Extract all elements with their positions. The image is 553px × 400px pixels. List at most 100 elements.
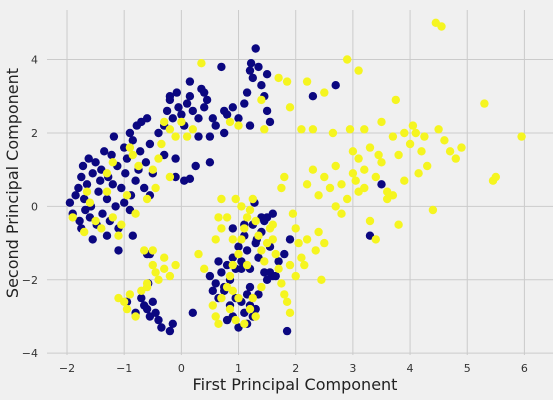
data-point <box>257 95 266 105</box>
data-point <box>228 224 237 233</box>
data-point <box>108 180 118 189</box>
data-point <box>125 128 135 138</box>
data-point <box>388 191 398 200</box>
data-point <box>140 246 149 255</box>
x-tick-label: 0 <box>178 362 185 375</box>
data-point <box>280 172 289 182</box>
data-point <box>234 114 243 123</box>
x-tick-labels: −2 −1 0 1 2 3 4 5 6 <box>59 362 528 375</box>
data-point <box>194 132 203 141</box>
data-point <box>343 194 352 204</box>
data-point <box>151 268 160 277</box>
data-point <box>365 216 375 226</box>
data-point <box>285 260 295 270</box>
data-point <box>109 132 119 141</box>
data-point <box>274 264 283 273</box>
data-point <box>128 231 137 240</box>
data-point <box>234 242 243 251</box>
data-point <box>365 143 375 152</box>
data-point <box>480 99 489 108</box>
data-point <box>108 213 118 222</box>
data-point <box>260 257 269 266</box>
data-point <box>282 77 292 86</box>
data-point <box>102 194 112 204</box>
data-point <box>182 99 192 108</box>
data-point <box>277 183 286 193</box>
data-point <box>257 246 266 255</box>
data-point <box>78 161 88 171</box>
y-tick-label: 4 <box>31 54 38 67</box>
data-point <box>114 246 123 255</box>
data-point <box>240 319 249 328</box>
data-point <box>325 183 335 193</box>
data-point <box>302 77 312 86</box>
data-point <box>177 117 186 127</box>
data-point <box>98 209 107 218</box>
data-point <box>197 59 206 68</box>
data-point <box>217 194 226 204</box>
x-tick-label: 1 <box>235 362 242 375</box>
data-point <box>294 238 303 248</box>
data-point <box>308 165 318 174</box>
data-point <box>65 198 75 207</box>
data-point <box>517 132 526 141</box>
data-point <box>308 125 318 134</box>
data-point <box>262 106 272 116</box>
data-point <box>171 132 180 141</box>
data-point <box>82 180 92 189</box>
data-point <box>228 235 237 244</box>
y-axis-label: Second Principal Component <box>3 68 22 298</box>
data-point <box>217 268 226 277</box>
data-point <box>174 103 183 112</box>
data-point <box>371 235 380 244</box>
data-point <box>320 172 329 182</box>
data-point <box>194 249 203 259</box>
data-point <box>165 92 175 101</box>
data-point <box>142 282 152 292</box>
data-point <box>141 158 151 167</box>
data-point <box>102 169 112 178</box>
data-point <box>234 293 243 303</box>
data-point <box>245 66 255 75</box>
data-point <box>408 121 418 130</box>
data-point <box>191 161 200 171</box>
x-tick-label: 4 <box>407 362 414 375</box>
data-point <box>242 213 252 222</box>
data-point <box>434 125 443 134</box>
data-point <box>320 238 329 248</box>
data-point <box>148 260 157 270</box>
data-point <box>168 114 177 123</box>
data-points <box>65 18 526 336</box>
data-point <box>128 150 137 160</box>
data-point <box>351 176 360 185</box>
data-point <box>177 110 186 119</box>
data-point <box>374 150 383 160</box>
data-point <box>248 293 257 303</box>
data-point <box>262 275 272 284</box>
data-point <box>160 253 169 262</box>
x-tick-label: 2 <box>292 362 299 375</box>
data-point <box>188 125 197 134</box>
data-point <box>88 235 97 244</box>
data-point <box>200 264 209 273</box>
data-point <box>231 315 240 325</box>
data-point <box>185 92 195 101</box>
data-point <box>285 235 295 244</box>
data-point <box>136 147 145 156</box>
data-point <box>280 290 289 299</box>
data-point <box>245 121 255 130</box>
data-point <box>121 169 130 178</box>
data-point <box>265 117 275 127</box>
data-point <box>343 55 352 64</box>
data-point <box>148 246 157 255</box>
data-point <box>371 172 380 182</box>
data-point <box>160 264 169 273</box>
data-point <box>134 161 143 171</box>
data-point <box>185 174 195 183</box>
data-point <box>214 257 223 266</box>
data-point <box>262 70 272 79</box>
data-point <box>248 73 257 83</box>
data-point <box>94 187 103 196</box>
data-point <box>360 165 369 174</box>
